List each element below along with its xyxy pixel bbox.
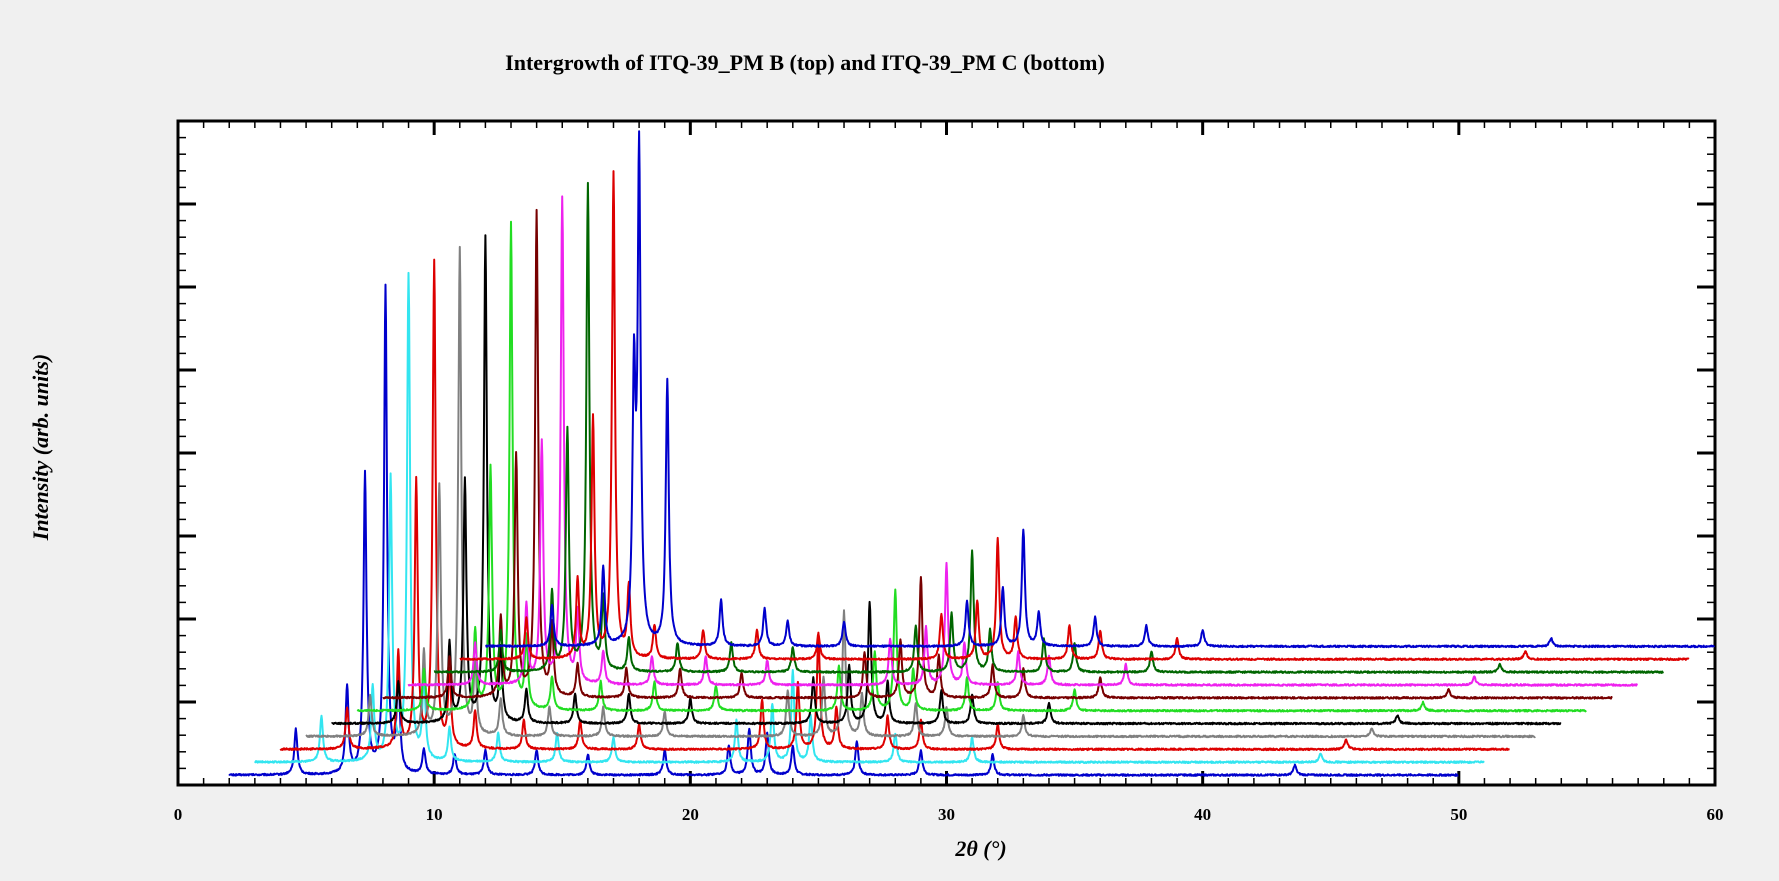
series-group <box>228 130 1716 777</box>
axis-ticks <box>176 119 1717 787</box>
x-tick-label: 10 <box>426 805 443 824</box>
x-tick-label: 60 <box>1707 805 1724 824</box>
series-line-2 <box>254 271 1485 764</box>
series-line-8 <box>407 195 1639 687</box>
series-line-3 <box>279 258 1510 752</box>
plot-area <box>176 119 1717 787</box>
series-line-11 <box>484 130 1716 649</box>
x-tick-label: 0 <box>174 805 183 824</box>
x-tick-labels: 0 10 20 30 40 50 60 <box>174 805 1724 824</box>
x-axis-label: 2θ (°) <box>954 836 1006 861</box>
x-tick-label: 40 <box>1194 805 1211 824</box>
series-line-1 <box>228 283 1459 777</box>
series-line-9 <box>433 181 1665 674</box>
series-line-4 <box>305 245 1536 739</box>
chart-title: Intergrowth of ITQ-39_PM B (top) and ITQ… <box>505 50 1105 75</box>
series-line-10 <box>459 170 1690 662</box>
series-line-6 <box>356 220 1587 713</box>
series-line-5 <box>330 234 1562 726</box>
x-tick-label: 30 <box>938 805 955 824</box>
x-tick-label: 50 <box>1450 805 1467 824</box>
series-line-7 <box>382 208 1613 700</box>
x-tick-label: 20 <box>682 805 699 824</box>
y-axis-label: Intensity (arb. units) <box>28 354 53 541</box>
